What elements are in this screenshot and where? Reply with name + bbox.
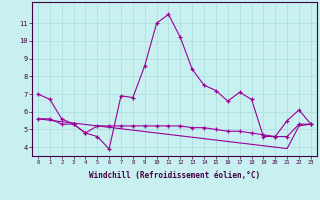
X-axis label: Windchill (Refroidissement éolien,°C): Windchill (Refroidissement éolien,°C) [89, 171, 260, 180]
